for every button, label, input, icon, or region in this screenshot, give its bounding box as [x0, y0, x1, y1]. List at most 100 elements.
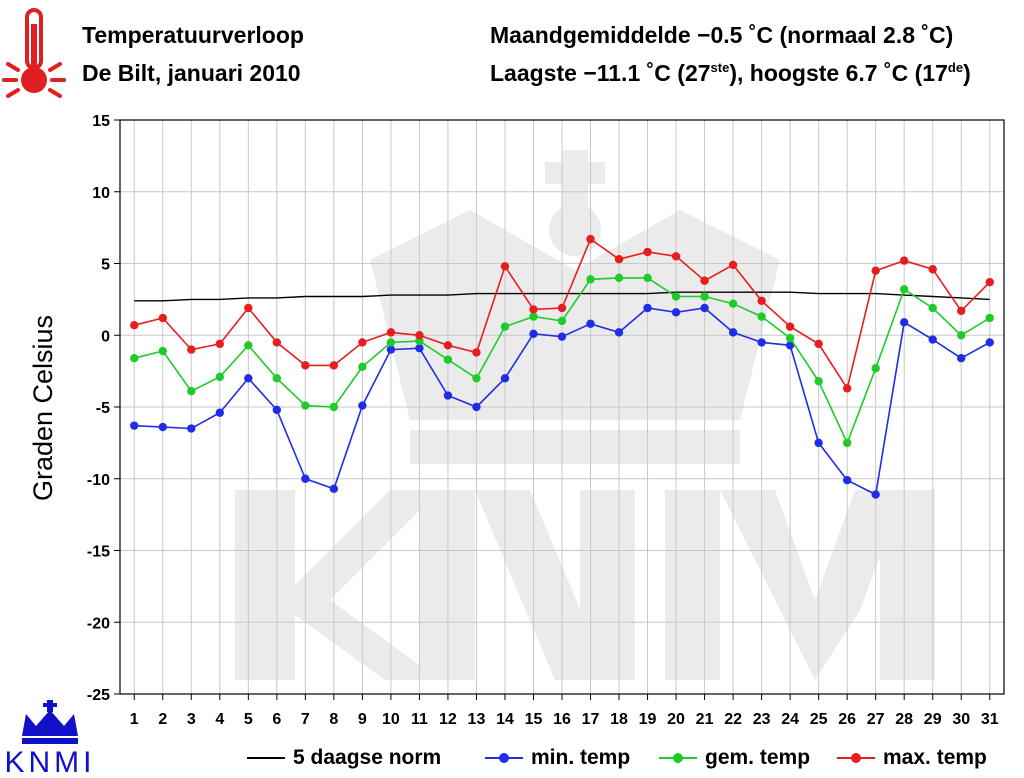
header: Temperatuurverloop De Bilt, januari 2010… — [0, 0, 1024, 110]
series-line-norm — [134, 291, 990, 302]
x-tick-label: 6 — [272, 711, 281, 728]
data-point-avg — [899, 285, 909, 294]
data-point-max — [985, 277, 994, 287]
y-tick-label: -15 — [87, 544, 110, 561]
data-point-min — [158, 422, 167, 432]
y-tick-label: 10 — [92, 185, 110, 202]
data-point-max — [814, 339, 823, 349]
data-point-min — [301, 474, 310, 483]
data-point-max — [586, 234, 595, 244]
extremes-sup-b: de — [947, 60, 964, 75]
data-point-max — [643, 247, 652, 257]
data-point-max — [358, 338, 367, 347]
knmi-logo-text: KNMI — [5, 746, 96, 776]
data-point-avg — [700, 292, 709, 301]
data-point-avg — [529, 312, 538, 321]
x-tick-label: 1 — [130, 711, 139, 728]
extremes-text-part-c: ) — [963, 60, 971, 86]
data-point-max — [329, 361, 339, 370]
data-point-max — [415, 331, 424, 340]
y-tick-label: 15 — [92, 113, 110, 130]
x-tick-label: 26 — [838, 711, 856, 728]
data-point-avg — [500, 322, 510, 331]
data-point-min — [928, 335, 937, 344]
data-point-max — [500, 262, 510, 271]
legend-label-norm: 5 daagse norm — [293, 746, 442, 769]
data-point-avg — [643, 273, 652, 283]
data-point-max — [842, 384, 852, 393]
y-tick-label: 0 — [101, 328, 110, 345]
data-point-avg — [472, 374, 481, 383]
x-tick-label: 12 — [439, 711, 457, 728]
x-tick-label: 15 — [525, 711, 543, 728]
x-tick-label: 2 — [158, 711, 167, 728]
x-tick-label: 19 — [639, 711, 657, 728]
y-tick-label: -5 — [96, 400, 110, 417]
data-point-max — [244, 303, 253, 313]
data-point-avg — [415, 336, 424, 346]
data-point-avg — [985, 313, 994, 323]
data-point-avg — [586, 275, 595, 284]
data-point-min — [985, 338, 994, 347]
x-tick-label: 7 — [301, 711, 310, 728]
legend-swatch-max — [851, 753, 861, 763]
data-point-max — [529, 305, 538, 314]
x-tick-label: 29 — [924, 711, 942, 728]
x-tick-label: 23 — [753, 711, 771, 728]
data-point-avg — [871, 364, 880, 373]
extremes-sup-a: ste — [710, 60, 730, 75]
data-point-min — [614, 328, 624, 337]
data-point-min — [500, 374, 510, 383]
x-tick-label: 13 — [468, 711, 486, 728]
data-point-max — [785, 322, 795, 331]
x-tick-label: 28 — [895, 711, 913, 728]
data-point-max — [700, 276, 709, 285]
data-point-avg — [329, 402, 339, 412]
data-point-avg — [386, 338, 396, 347]
data-point-max — [871, 266, 880, 275]
x-tick-label: 14 — [496, 711, 514, 728]
data-point-max — [557, 303, 567, 313]
data-point-max — [671, 252, 681, 261]
legend-swatch-avg — [673, 753, 683, 763]
extremes-text-part-a: Laagste −11.1 ˚C (27 — [490, 60, 711, 86]
x-tick-label: 20 — [667, 711, 685, 728]
data-point-avg — [928, 303, 937, 313]
data-point-min — [586, 319, 595, 328]
chart-legend: 5 daagse norm min. temp gem. temp max. t… — [245, 742, 1024, 772]
data-point-avg — [187, 387, 196, 396]
data-point-min — [529, 329, 538, 339]
data-point-min — [871, 490, 880, 499]
data-point-min — [842, 475, 852, 485]
data-point-avg — [244, 341, 253, 350]
x-tick-label: 24 — [781, 711, 799, 728]
data-point-min — [329, 484, 339, 493]
data-point-max — [614, 254, 624, 264]
x-tick-label: 16 — [553, 711, 571, 728]
data-point-min — [358, 401, 367, 410]
x-tick-label: 30 — [952, 711, 970, 728]
data-point-min — [215, 408, 225, 417]
data-point-min — [272, 405, 282, 415]
data-point-avg — [158, 346, 167, 356]
page-title: Temperatuurverloop — [82, 22, 304, 48]
thermometer-icon — [2, 8, 66, 98]
data-point-max — [928, 265, 937, 274]
data-point-avg — [757, 312, 766, 321]
data-point-avg — [671, 292, 681, 301]
data-point-avg — [614, 273, 624, 283]
data-point-min — [728, 328, 738, 337]
data-point-min — [130, 421, 139, 430]
data-point-min — [415, 343, 424, 353]
data-point-avg — [130, 354, 139, 363]
data-point-avg — [728, 299, 738, 308]
knmi-logo: KNMI — [5, 700, 96, 776]
data-point-max — [301, 361, 310, 370]
legend-label-min: min. temp — [531, 746, 631, 769]
knmi-watermark — [235, 150, 935, 680]
data-point-max — [728, 260, 738, 270]
data-point-max — [957, 306, 966, 316]
data-point-max — [215, 339, 225, 349]
x-tick-label: 25 — [810, 711, 828, 728]
data-point-min — [643, 303, 652, 313]
